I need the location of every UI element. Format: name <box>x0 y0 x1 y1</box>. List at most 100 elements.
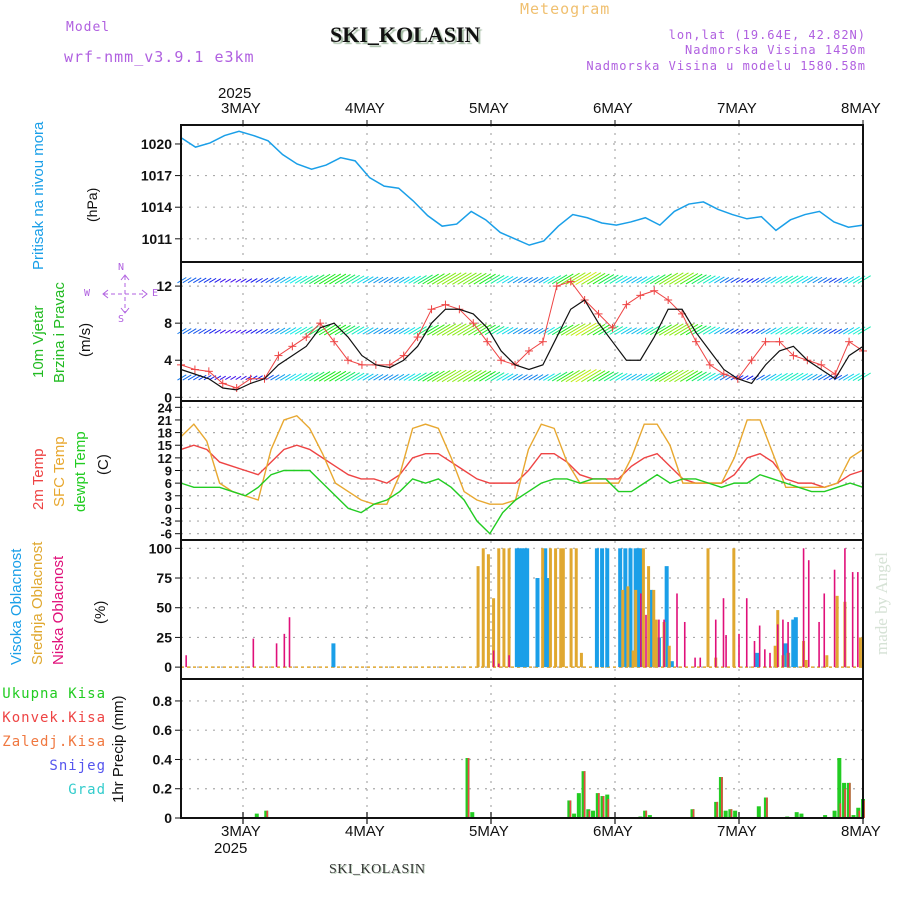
wind-barb <box>615 275 628 284</box>
wind-barb <box>422 273 439 285</box>
ytick-label-precip: 0 <box>164 810 172 826</box>
cloud-high-bar <box>605 548 610 668</box>
precip-conv-bar <box>266 810 269 818</box>
wind-barb <box>581 369 602 383</box>
wind-barb <box>645 325 660 335</box>
wind-barb <box>373 327 384 335</box>
wind-barb <box>294 326 308 335</box>
wind-barb <box>565 323 586 336</box>
wind-barb <box>260 277 269 283</box>
wind-barb <box>551 371 568 382</box>
wind-barb <box>403 275 416 284</box>
wind-barb <box>823 277 832 284</box>
wind-barb <box>565 369 586 383</box>
wind-speed-line <box>180 299 864 391</box>
cloud-mid-bar <box>706 548 710 668</box>
wind-barb <box>735 328 744 334</box>
wind-barb <box>452 369 472 383</box>
wind-barb <box>484 371 501 382</box>
wind-barb <box>436 323 457 336</box>
cloud-high-bar <box>517 548 522 668</box>
wind-barb <box>751 328 759 334</box>
wind-barb <box>842 276 855 284</box>
wind-barb <box>518 276 528 284</box>
wind-barb <box>523 327 533 335</box>
wind-barb <box>299 326 313 335</box>
wind-barb <box>760 374 771 381</box>
wind-barb <box>431 323 451 336</box>
wind-barb <box>441 323 462 336</box>
wind-barb <box>284 327 297 335</box>
cloud-high-bar <box>628 548 633 668</box>
wind-barb <box>318 370 336 382</box>
wind-barb <box>603 274 619 285</box>
wind-barb <box>775 275 788 284</box>
footer-station: SKI_KOLASIN <box>329 862 426 877</box>
cloud-mid-bar <box>631 650 635 668</box>
wind-barb <box>357 326 369 335</box>
wind-barb <box>741 375 749 381</box>
wind-barb <box>636 276 648 284</box>
wind-barb <box>719 328 730 335</box>
wind-barb <box>378 276 389 284</box>
cloud-mid-bar <box>502 548 506 668</box>
wind-barb <box>457 369 477 383</box>
wind-barb <box>570 369 592 383</box>
bottom-year-label: 2025 <box>214 840 248 857</box>
wind-barb <box>523 374 533 381</box>
cloud-low-bar <box>818 621 820 668</box>
wind-barb <box>598 371 615 382</box>
wind-barb <box>490 274 505 284</box>
wind-barb <box>275 327 286 335</box>
wind-barb <box>388 374 399 381</box>
wind-barb <box>636 373 648 381</box>
wind-barb <box>413 326 427 335</box>
precip-total-bar <box>465 758 470 818</box>
wind-barb <box>598 274 615 285</box>
ytick-label-temp: -3 <box>160 514 172 529</box>
compass-w: W <box>84 288 91 299</box>
cloud-low-bar <box>694 657 696 668</box>
top-date-label: 7MAY <box>717 100 757 117</box>
cloud-high-bar <box>791 619 796 668</box>
compass-n: N <box>118 262 125 273</box>
wind-barb <box>289 275 302 284</box>
wind-barb <box>760 327 771 335</box>
wind-barb <box>556 324 574 336</box>
wind-barb <box>756 277 765 284</box>
precip-conv-bar <box>583 771 586 818</box>
wind-barb <box>490 325 505 335</box>
wind-barb <box>760 276 771 284</box>
cloud-low-bar <box>676 593 678 668</box>
wind-barb <box>473 370 492 382</box>
wind-barb <box>250 278 258 283</box>
wind-barb <box>691 274 707 285</box>
wind-barb <box>225 278 232 283</box>
wind-barb <box>570 322 592 336</box>
wind-barb <box>255 277 263 283</box>
wind-barb <box>817 328 828 335</box>
panel-frame-precip <box>180 678 864 819</box>
wind-barb <box>741 277 749 283</box>
precip-total-bar <box>728 809 733 818</box>
ytick-label-wind: 4 <box>164 352 172 368</box>
wind-barb <box>427 370 445 382</box>
cloud-low-bar <box>758 625 761 668</box>
ytick-label-cloud: 75 <box>156 570 172 586</box>
wind-barb <box>468 370 487 382</box>
wind-barb <box>230 278 237 283</box>
cloud-low-bar <box>640 593 642 668</box>
cloud-low-bar <box>645 614 647 668</box>
ytick-label-pressure: 1014 <box>141 199 172 215</box>
wind-barb <box>556 370 574 382</box>
wind-barb <box>765 327 777 335</box>
wind-barb <box>446 369 467 383</box>
wind-barb <box>543 275 555 284</box>
wind-barb <box>857 326 871 335</box>
wind-barb <box>351 275 365 284</box>
wind-barb <box>260 328 269 334</box>
ytick-label-precip: 0.6 <box>153 722 173 738</box>
wind-barb <box>182 277 192 284</box>
ytick-label-temp: -6 <box>160 527 172 542</box>
wind-barb <box>193 328 202 335</box>
